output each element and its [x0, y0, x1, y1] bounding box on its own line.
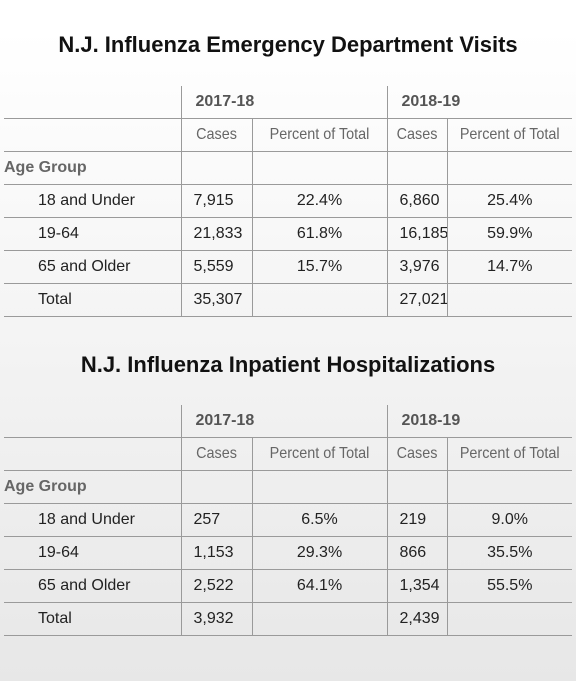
col-cases-2017: Cases: [184, 437, 249, 471]
ed-visits-title: N.J. Influenza Emergency Department Visi…: [58, 32, 518, 57]
row-label: 65 and Older: [4, 569, 181, 603]
percent-2018: 59.9%: [446, 217, 572, 251]
cases-2018: 3,976: [386, 250, 447, 284]
percent-2017: 6.5%: [251, 503, 387, 537]
age-group-label: Age Group: [4, 151, 181, 185]
percent-2018: 35.5%: [446, 536, 572, 570]
percent-2017: 61.8%: [251, 217, 387, 251]
year-2017-18: 2017-18: [180, 405, 387, 438]
cases-2017: 1,153: [180, 536, 252, 570]
cases-2018: 866: [386, 536, 447, 570]
cases-2017: 7,915: [180, 184, 252, 218]
year-2017-18: 2017-18: [180, 86, 387, 119]
year-2018-19: 2018-19: [386, 405, 572, 438]
year-header-row: 2017-18 2018-19: [4, 405, 572, 438]
year-2018-19: 2018-19: [386, 86, 572, 119]
cases-2017: 5,559: [180, 250, 252, 284]
row-label: 65 and Older: [4, 250, 181, 284]
percent-2017: 29.3%: [251, 536, 387, 570]
total-percent-2017: [251, 602, 387, 636]
total-cases-2018: 27,021: [386, 283, 447, 317]
cases-2018: 1,354: [386, 569, 447, 603]
total-percent-2017: [251, 283, 387, 317]
percent-2018: 9.0%: [446, 503, 572, 537]
percent-2017: 22.4%: [251, 184, 387, 218]
row-label: 18 and Under: [4, 184, 181, 218]
total-percent-2018: [446, 602, 572, 636]
cases-2017: 21,833: [180, 217, 252, 251]
table-row: 19-64 21,833 61.8% 16,185 59.9%: [4, 217, 572, 251]
table-row: 65 and Older 2,522 64.1% 1,354 55.5%: [4, 569, 572, 603]
percent-2018: 14.7%: [446, 250, 572, 284]
total-label: Total: [4, 283, 181, 317]
col-cases-2018: Cases: [389, 118, 444, 152]
row-label: 18 and Under: [4, 503, 181, 537]
total-row: Total 3,932 2,439: [4, 602, 572, 636]
row-label: 19-64: [4, 217, 181, 251]
total-cases-2017: 35,307: [180, 283, 252, 317]
col-percent-2018: Percent of Total: [452, 437, 566, 471]
cases-2018: 219: [386, 503, 447, 537]
total-row: Total 35,307 27,021: [4, 283, 572, 317]
hospitalizations-table: 2017-18 2018-19 Cases Percent of Total C…: [4, 405, 572, 636]
age-group-label: Age Group: [4, 470, 181, 504]
age-group-row: Age Group: [4, 470, 572, 504]
cases-2018: 16,185: [386, 217, 447, 251]
total-percent-2018: [446, 283, 572, 317]
percent-2017: 15.7%: [251, 250, 387, 284]
ed-visits-table: 2017-18 2018-19 Cases Percent of Total C…: [4, 86, 572, 317]
total-label: Total: [4, 602, 181, 636]
cases-2018: 6,860: [386, 184, 447, 218]
percent-2017: 64.1%: [251, 569, 387, 603]
column-header-row: Cases Percent of Total Cases Percent of …: [4, 437, 572, 471]
cases-2017: 2,522: [180, 569, 252, 603]
total-cases-2018: 2,439: [386, 602, 447, 636]
col-cases-2017: Cases: [184, 118, 249, 152]
age-group-row: Age Group: [4, 151, 572, 185]
percent-2018: 25.4%: [446, 184, 572, 218]
percent-2018: 55.5%: [446, 569, 572, 603]
col-percent-2017: Percent of Total: [258, 437, 381, 471]
table-row: 65 and Older 5,559 15.7% 3,976 14.7%: [4, 250, 572, 284]
col-percent-2018: Percent of Total: [452, 118, 566, 152]
cases-2017: 257: [180, 503, 252, 537]
total-cases-2017: 3,932: [180, 602, 252, 636]
hospitalizations-title: N.J. Influenza Inpatient Hospitalization…: [80, 352, 496, 377]
table-row: 18 and Under 7,915 22.4% 6,860 25.4%: [4, 184, 572, 218]
table-row: 18 and Under 257 6.5% 219 9.0%: [4, 503, 572, 537]
table-row: 19-64 1,153 29.3% 866 35.5%: [4, 536, 572, 570]
col-percent-2017: Percent of Total: [258, 118, 381, 152]
column-header-row: Cases Percent of Total Cases Percent of …: [4, 118, 572, 152]
row-label: 19-64: [4, 536, 181, 570]
year-header-row: 2017-18 2018-19: [4, 86, 572, 119]
col-cases-2018: Cases: [389, 437, 444, 471]
